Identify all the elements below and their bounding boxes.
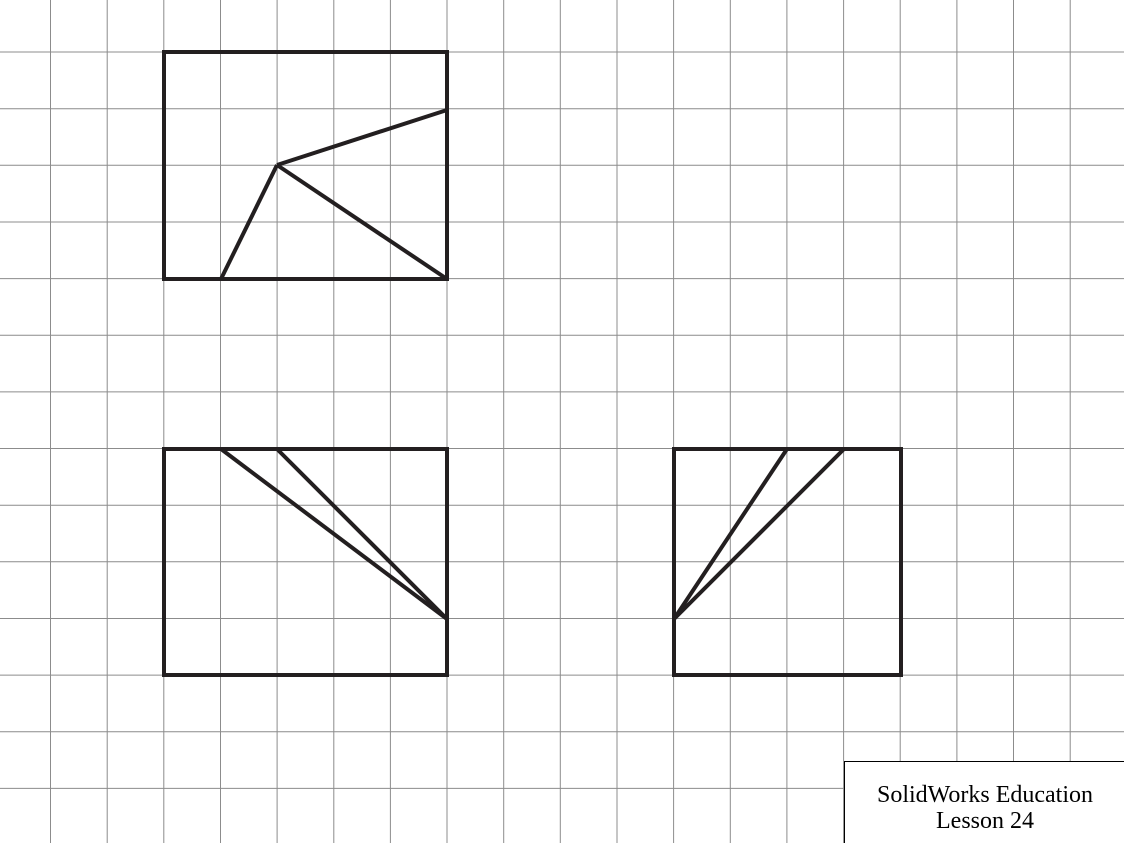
title-block: SolidWorks Education Lesson 24 bbox=[844, 761, 1124, 843]
title-block-line1: SolidWorks Education bbox=[876, 782, 1094, 808]
top-view-outline bbox=[162, 50, 449, 281]
top-view-line-lower-right bbox=[275, 163, 449, 281]
front-view-outline bbox=[162, 447, 449, 677]
right-side-view bbox=[672, 447, 903, 677]
top-view bbox=[162, 50, 449, 281]
right-side-view-line-shallow bbox=[672, 447, 846, 621]
top-view-line-lower-left bbox=[219, 164, 279, 280]
front-view-line-inner bbox=[275, 447, 449, 621]
title-block-line2: Lesson 24 bbox=[936, 808, 1034, 834]
right-side-view-line-steep bbox=[672, 447, 789, 621]
front-view bbox=[162, 447, 449, 677]
right-side-view-outline bbox=[672, 447, 903, 677]
front-view-line-outer bbox=[219, 447, 449, 621]
top-view-line-upper-right bbox=[276, 108, 448, 167]
